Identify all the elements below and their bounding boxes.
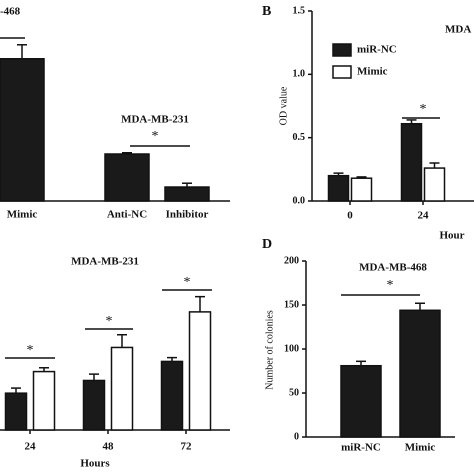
y-tick-label: 0 [294,431,299,442]
x-tick-label: Anti-NC [107,209,147,221]
chart-subtitle: MDA-MB-231 [121,114,189,126]
y-tick-label: 100 [284,343,299,354]
bar [4,392,28,431]
bar [160,360,184,431]
bar [423,167,446,202]
chart-title: MDA-MB-468 [359,262,427,274]
panel-label: B [262,4,271,19]
chart-title: MDA [445,24,471,36]
y-tick-label: 1.5 [293,5,306,16]
legend-label: Mimic [357,66,388,78]
legend-label: miR-NC [357,44,397,56]
y-tick-label: 1.0 [293,69,306,80]
chart-title: MDA-MB-231 [71,256,139,268]
x-tick-label: 24 [25,441,37,453]
x-axis-label: Hours [80,458,110,470]
bar [327,174,350,202]
y-tick-label: 50 [289,387,299,398]
chart-title: -468 [0,6,21,18]
x-tick-label: Mimic [7,209,38,221]
bar [82,379,106,431]
x-axis-label: Hour [439,230,464,242]
bar [399,309,441,438]
panel-label: D [262,237,272,252]
y-tick-label: 0.0 [293,195,306,206]
legend-swatch [332,65,352,79]
legend-swatch [332,43,352,57]
x-tick-label: 24 [418,210,430,222]
x-tick-label: Inhibitor [166,209,209,221]
significance-mark: * [152,129,159,144]
y-tick-label: 200 [284,255,299,266]
x-tick-label: 48 [103,441,115,453]
bar [350,177,373,202]
y-tick-label: 0.5 [293,132,306,143]
y-tick-label: 150 [284,299,299,310]
bar [188,311,212,431]
x-tick-label: miR-NC [341,442,381,454]
significance-mark: * [420,102,427,117]
bar [164,186,210,202]
bar [400,122,423,202]
significance-mark: * [387,278,394,293]
significance-mark: * [27,343,34,358]
x-tick-label: 0 [347,210,353,222]
x-tick-label: Mimic [405,442,436,454]
bar [0,58,45,202]
significance-mark: * [106,314,113,329]
significance-mark: * [184,275,191,290]
bar [104,153,150,202]
bar [32,370,56,431]
bar [340,364,382,438]
x-tick-label: 72 [181,441,193,453]
y-axis-label: Number of colonies [264,310,275,390]
bar [110,346,134,431]
y-axis-label: OD value [278,86,289,125]
